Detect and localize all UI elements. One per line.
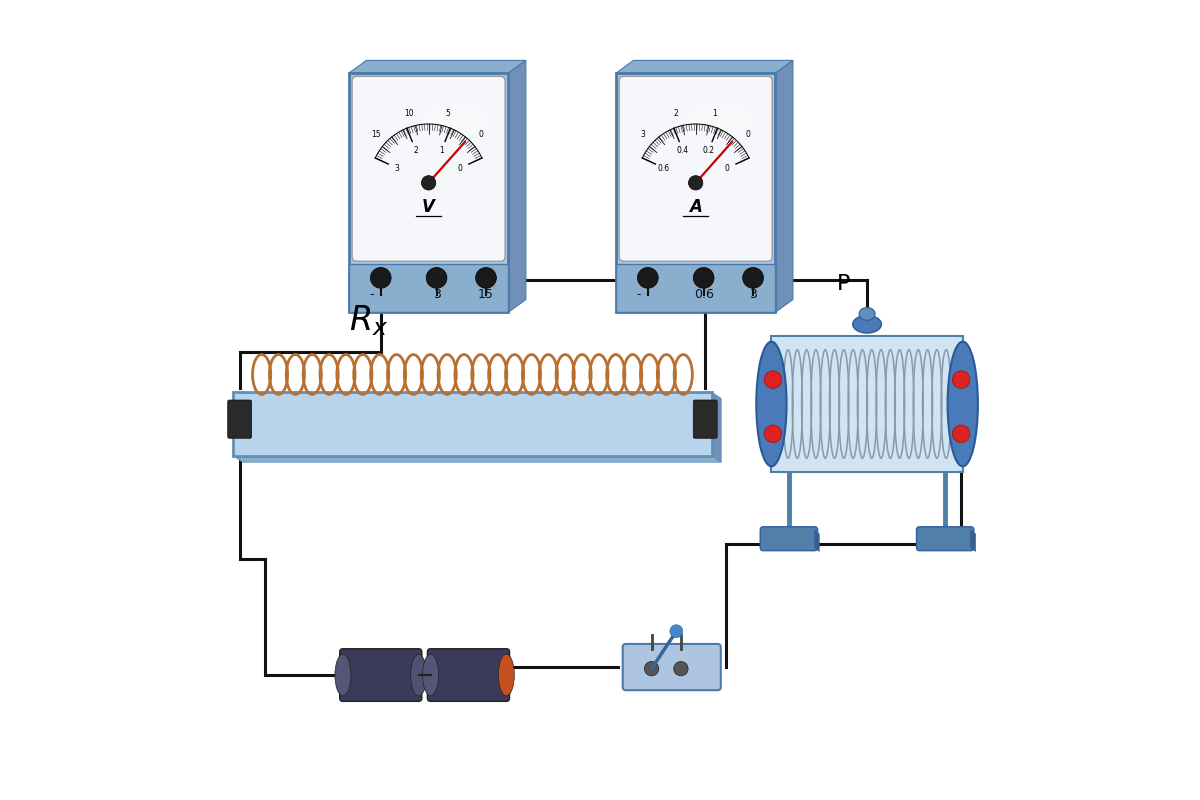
Ellipse shape <box>422 654 438 696</box>
Text: 0.6: 0.6 <box>658 163 670 173</box>
FancyBboxPatch shape <box>619 76 773 262</box>
Text: 10: 10 <box>404 110 414 118</box>
Text: V: V <box>422 198 436 216</box>
Polygon shape <box>349 60 526 73</box>
Text: 0.4: 0.4 <box>677 146 689 155</box>
Text: 2: 2 <box>413 146 418 155</box>
Ellipse shape <box>756 342 786 466</box>
Circle shape <box>426 267 446 288</box>
Text: 3: 3 <box>395 163 400 173</box>
Text: 5: 5 <box>445 110 450 118</box>
Polygon shape <box>775 60 793 312</box>
Circle shape <box>743 267 763 288</box>
Text: 3: 3 <box>749 288 757 301</box>
Ellipse shape <box>689 104 754 135</box>
Text: 2: 2 <box>674 110 679 118</box>
Circle shape <box>421 176 436 190</box>
Text: 15: 15 <box>372 130 382 138</box>
FancyBboxPatch shape <box>616 265 775 312</box>
Text: 1: 1 <box>439 146 444 155</box>
Text: 3: 3 <box>433 288 440 301</box>
Circle shape <box>694 267 714 288</box>
Ellipse shape <box>498 654 515 696</box>
Text: $R_x$: $R_x$ <box>349 303 389 338</box>
FancyBboxPatch shape <box>233 392 712 456</box>
Text: 1: 1 <box>713 110 718 118</box>
Text: A: A <box>689 198 702 216</box>
FancyBboxPatch shape <box>228 400 252 438</box>
Polygon shape <box>815 530 820 551</box>
Polygon shape <box>509 60 526 312</box>
Text: 15: 15 <box>478 288 494 301</box>
Text: 3: 3 <box>641 130 646 138</box>
Text: -: - <box>636 288 641 301</box>
Polygon shape <box>616 60 793 73</box>
FancyBboxPatch shape <box>623 644 721 690</box>
Text: 0.2: 0.2 <box>702 146 714 155</box>
Circle shape <box>475 267 497 288</box>
Ellipse shape <box>422 104 487 135</box>
Circle shape <box>371 267 391 288</box>
Ellipse shape <box>853 315 882 333</box>
FancyBboxPatch shape <box>761 526 817 550</box>
Text: 0: 0 <box>745 130 750 138</box>
FancyBboxPatch shape <box>349 73 509 312</box>
Text: 0.6: 0.6 <box>694 288 714 301</box>
Circle shape <box>673 662 688 676</box>
Ellipse shape <box>410 654 427 696</box>
Circle shape <box>764 425 781 442</box>
Text: 0: 0 <box>479 130 484 138</box>
Circle shape <box>637 267 658 288</box>
Text: 0: 0 <box>458 163 463 173</box>
FancyBboxPatch shape <box>352 76 505 262</box>
Polygon shape <box>971 530 976 551</box>
Circle shape <box>764 371 781 388</box>
Text: 0: 0 <box>725 163 730 173</box>
Ellipse shape <box>948 342 978 466</box>
FancyBboxPatch shape <box>340 649 422 702</box>
FancyBboxPatch shape <box>917 526 974 550</box>
Circle shape <box>670 625 683 638</box>
FancyBboxPatch shape <box>427 649 510 702</box>
FancyBboxPatch shape <box>694 400 718 438</box>
Text: P: P <box>836 274 850 294</box>
Ellipse shape <box>335 654 350 696</box>
Circle shape <box>689 176 703 190</box>
Circle shape <box>953 425 970 442</box>
Polygon shape <box>712 392 721 462</box>
Text: -: - <box>368 288 373 301</box>
Circle shape <box>644 662 659 676</box>
Circle shape <box>953 371 970 388</box>
FancyBboxPatch shape <box>616 73 775 312</box>
FancyBboxPatch shape <box>349 265 509 312</box>
Ellipse shape <box>859 307 875 320</box>
FancyBboxPatch shape <box>772 336 962 472</box>
Polygon shape <box>233 456 721 462</box>
